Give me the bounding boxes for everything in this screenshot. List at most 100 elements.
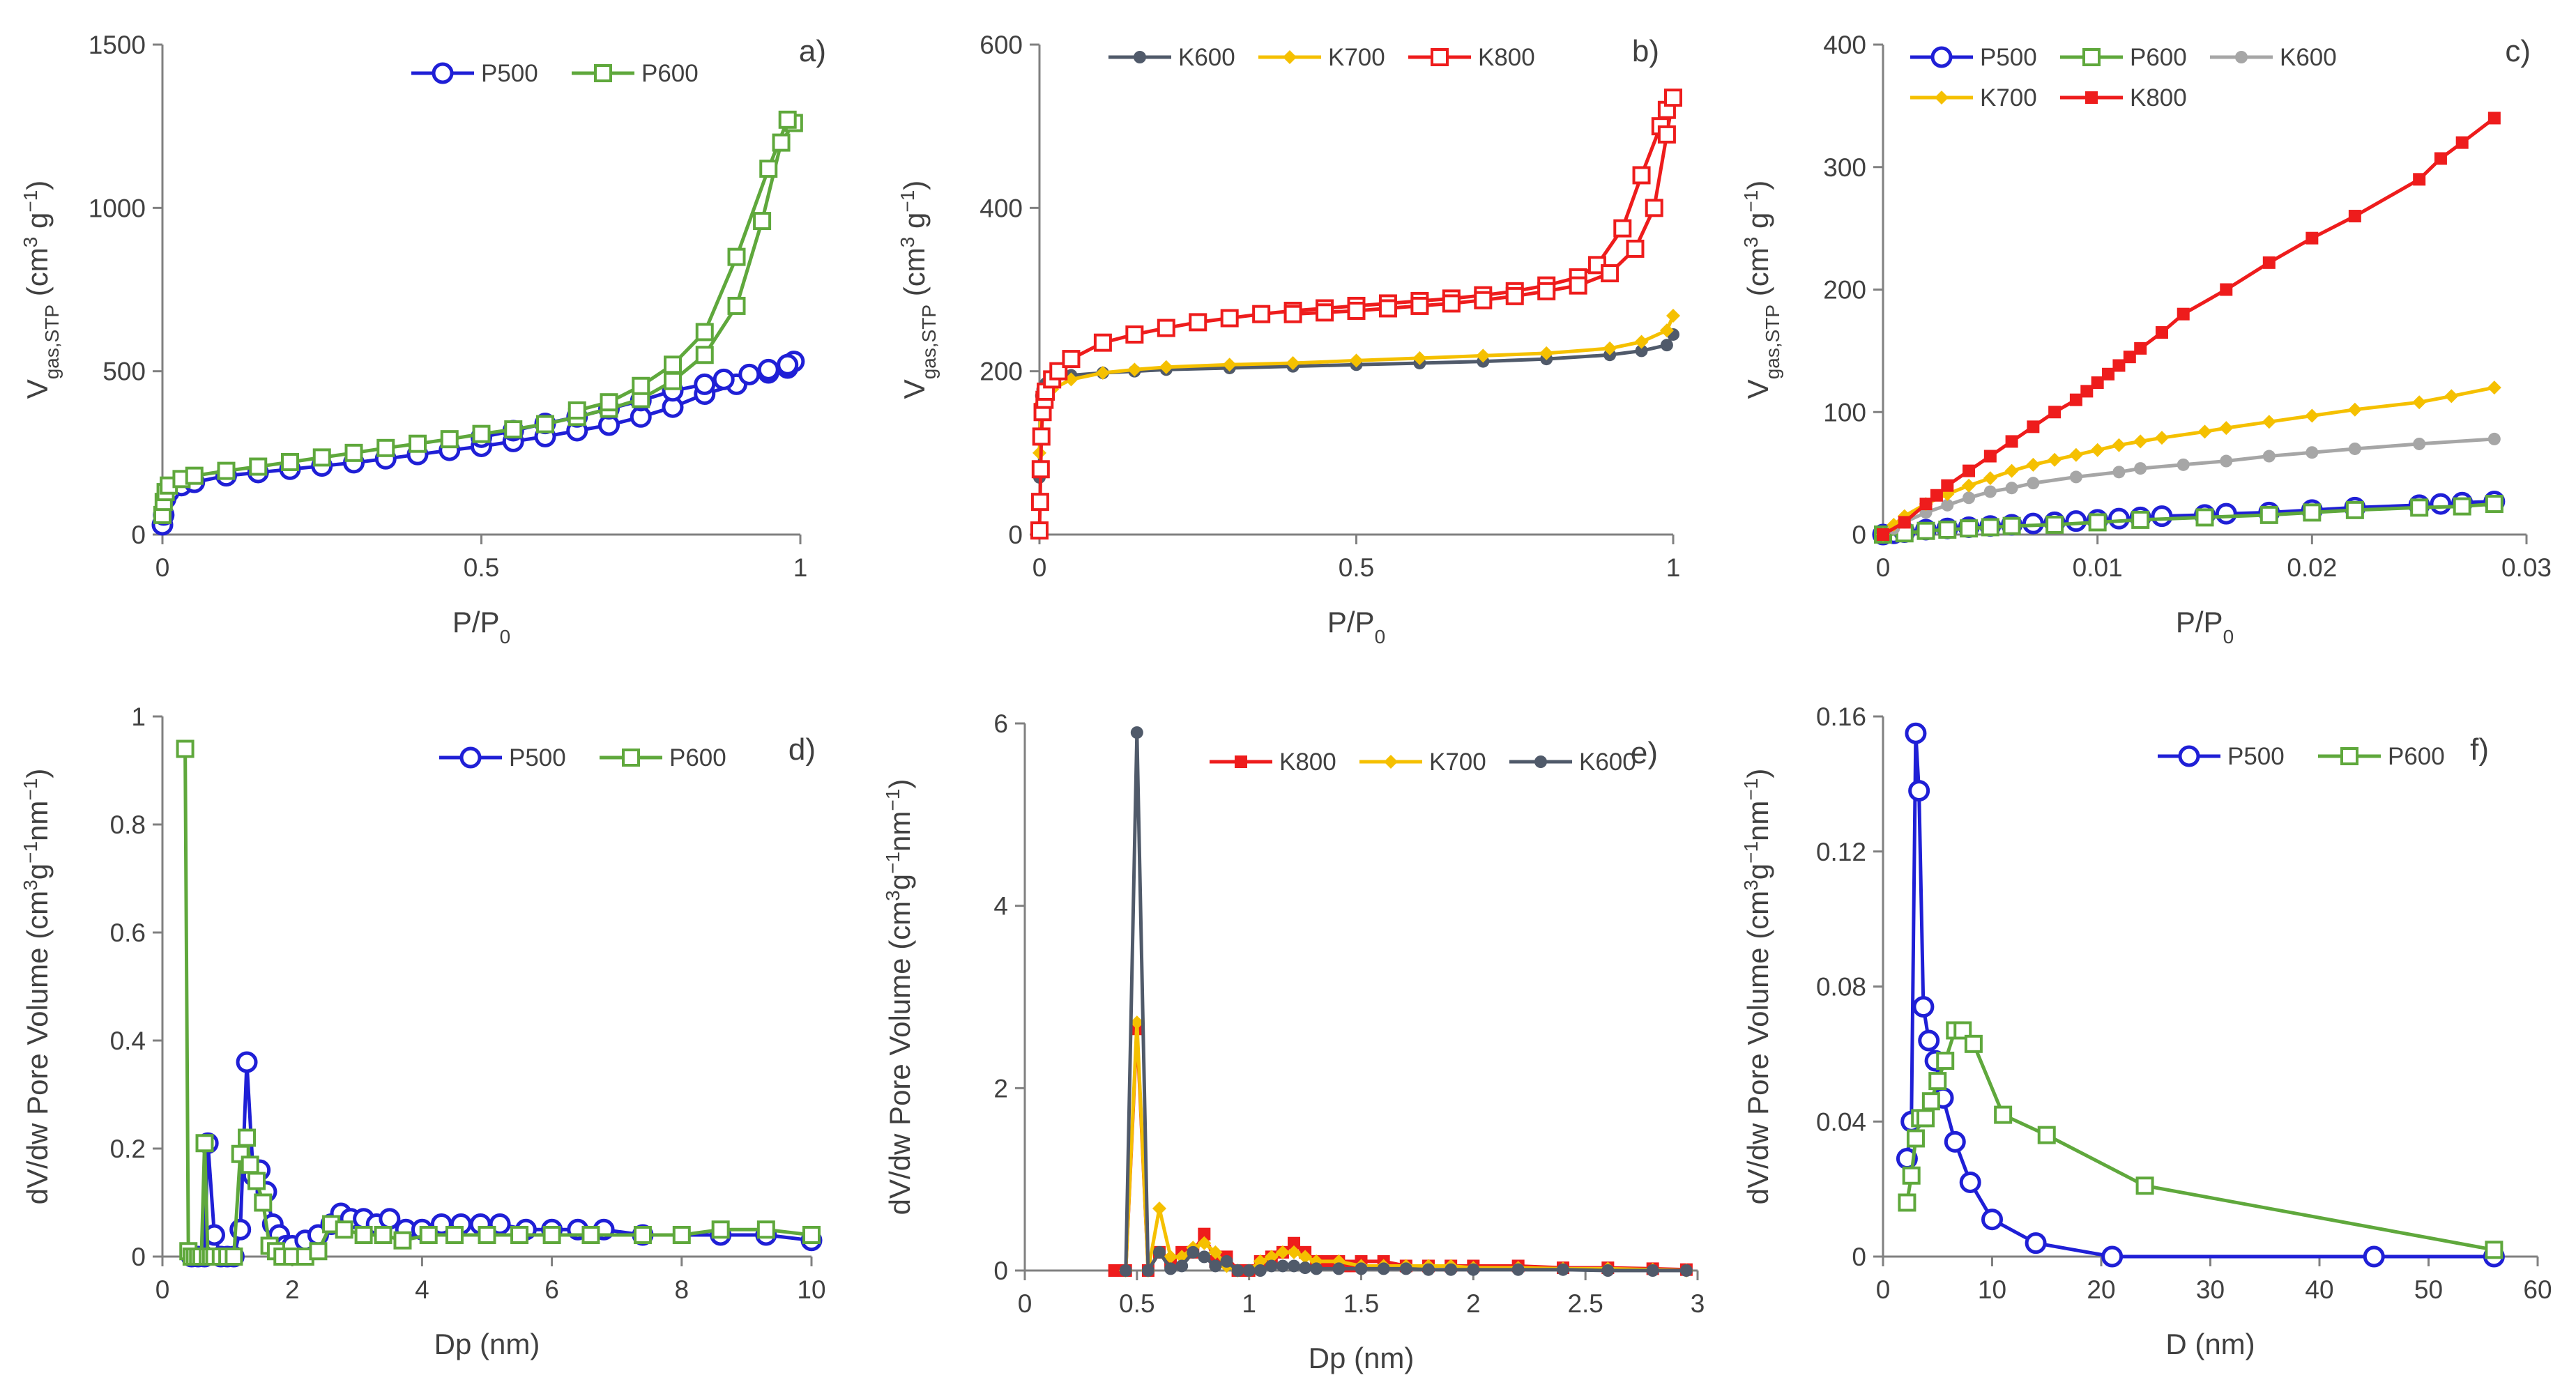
- legend: P500 P600: [411, 60, 699, 87]
- data-point: [1222, 358, 1237, 372]
- data-point: [778, 110, 797, 129]
- data-point: [247, 1172, 266, 1190]
- data-point: [2133, 434, 2148, 449]
- data-point: [2154, 431, 2169, 445]
- data-point: [2487, 381, 2501, 395]
- data-point: [1908, 780, 1930, 802]
- series-p600: [153, 110, 803, 524]
- data-point: [1505, 286, 1524, 305]
- data-point: [2219, 421, 2234, 436]
- y-tick-label: 0: [131, 521, 146, 549]
- legend: P500 P600: [2158, 743, 2445, 770]
- data-point: [1164, 1250, 1178, 1264]
- data-point: [2434, 152, 2447, 165]
- y-tick-label: 2: [993, 1074, 1008, 1103]
- data-point: [759, 160, 778, 178]
- data-point: [1928, 1072, 1947, 1091]
- y-tick-label: 1000: [89, 194, 146, 222]
- legend-label: P500: [481, 60, 538, 87]
- data-point: [1666, 308, 1680, 323]
- data-point: [1474, 291, 1493, 309]
- chart-panel-b: 0 200 400 600 0 0.5 1 P/P0 Vgas,STP (cm3 g−1) b) K…: [897, 31, 1682, 647]
- x-tick-label: 6: [544, 1275, 559, 1304]
- series-line: [183, 749, 812, 1259]
- y-tick-label: 200: [1823, 276, 1866, 305]
- data-point: [1332, 1262, 1346, 1275]
- data-point: [281, 452, 299, 471]
- data-point: [1252, 305, 1271, 323]
- data-point: [1231, 1264, 1244, 1277]
- data-point: [1119, 1264, 1132, 1277]
- data-point: [2131, 510, 2150, 529]
- legend-item-k700: K700: [1359, 749, 1486, 776]
- legend-item-k600: K600: [1509, 749, 1636, 776]
- data-point: [2112, 359, 2126, 372]
- data-point: [1030, 493, 1049, 512]
- data-point: [1634, 335, 1649, 349]
- data-point: [1410, 296, 1429, 315]
- data-point: [354, 1226, 373, 1244]
- data-point: [1941, 479, 1954, 492]
- data-point: [1916, 1109, 1935, 1128]
- data-point: [1898, 1193, 1916, 1212]
- data-point: [1164, 1262, 1178, 1275]
- data-point: [2348, 210, 2361, 223]
- legend-marker: [459, 746, 482, 769]
- data-point: [1288, 1259, 1300, 1273]
- x-axis-label: Dp (nm): [1309, 1342, 1415, 1374]
- x-tick-label: 0: [1876, 1275, 1891, 1304]
- data-point: [1125, 325, 1144, 344]
- x-tick-label: 0: [1018, 1289, 1032, 1318]
- panel-label: f): [2470, 732, 2489, 767]
- data-point: [1983, 471, 1997, 486]
- legend-marker: [1134, 51, 1146, 63]
- legend-label: K600: [1178, 44, 1235, 71]
- data-point: [2048, 406, 2061, 419]
- data-point: [1919, 498, 1933, 511]
- data-point: [309, 1242, 328, 1261]
- data-point: [1129, 1015, 1144, 1030]
- data-point: [1569, 276, 1587, 295]
- data-point: [1153, 1245, 1166, 1259]
- data-point: [1064, 372, 1079, 387]
- data-point: [802, 1226, 821, 1244]
- legend-marker: [1283, 50, 1297, 64]
- chart-panel-e: 0 2 4 6 0 0.5 1 1.5 2 2.5 3 Dp (nm) dV/dw Pore Volum…: [882, 709, 1705, 1374]
- data-point: [1198, 1250, 1211, 1264]
- y-tick-label: 200: [980, 358, 1023, 386]
- data-point: [1959, 1171, 1981, 1193]
- legend-item-p600: P600: [572, 60, 699, 87]
- data-point: [1141, 1264, 1154, 1277]
- data-point: [1442, 294, 1461, 313]
- x-tick-label: 20: [2087, 1275, 2115, 1304]
- data-point: [2045, 515, 2064, 534]
- series-p600: [176, 739, 821, 1266]
- data-point: [1659, 323, 1674, 338]
- data-point: [2412, 395, 2427, 410]
- data-point: [472, 424, 491, 443]
- data-point: [504, 420, 523, 439]
- data-point: [2413, 437, 2426, 450]
- legend-label: P500: [2227, 743, 2285, 770]
- data-point: [217, 461, 236, 480]
- data-point: [2305, 408, 2319, 423]
- data-point: [2262, 450, 2276, 463]
- series-p500: [1896, 722, 2505, 1268]
- y-axis-label: dV/dw Pore Volume (cm3g−1nm−1): [20, 769, 54, 1205]
- data-point: [393, 1231, 412, 1250]
- legend-marker: [2235, 51, 2248, 63]
- x-tick-label: 0: [1032, 553, 1047, 582]
- data-point: [1960, 519, 1979, 538]
- panel-label: c): [2505, 34, 2531, 68]
- data-point: [2455, 136, 2469, 149]
- data-point: [1198, 1227, 1211, 1241]
- data-point: [1953, 1021, 1972, 1040]
- x-axis-label: Dp (nm): [434, 1328, 540, 1360]
- legend-item-p500: P500: [2158, 743, 2285, 770]
- x-tick-label: 40: [2305, 1275, 2333, 1304]
- data-point: [2027, 420, 2040, 433]
- x-tick-label: 1: [1666, 553, 1681, 582]
- legend: P500 P600: [439, 744, 726, 772]
- data-point: [1918, 1029, 1940, 1052]
